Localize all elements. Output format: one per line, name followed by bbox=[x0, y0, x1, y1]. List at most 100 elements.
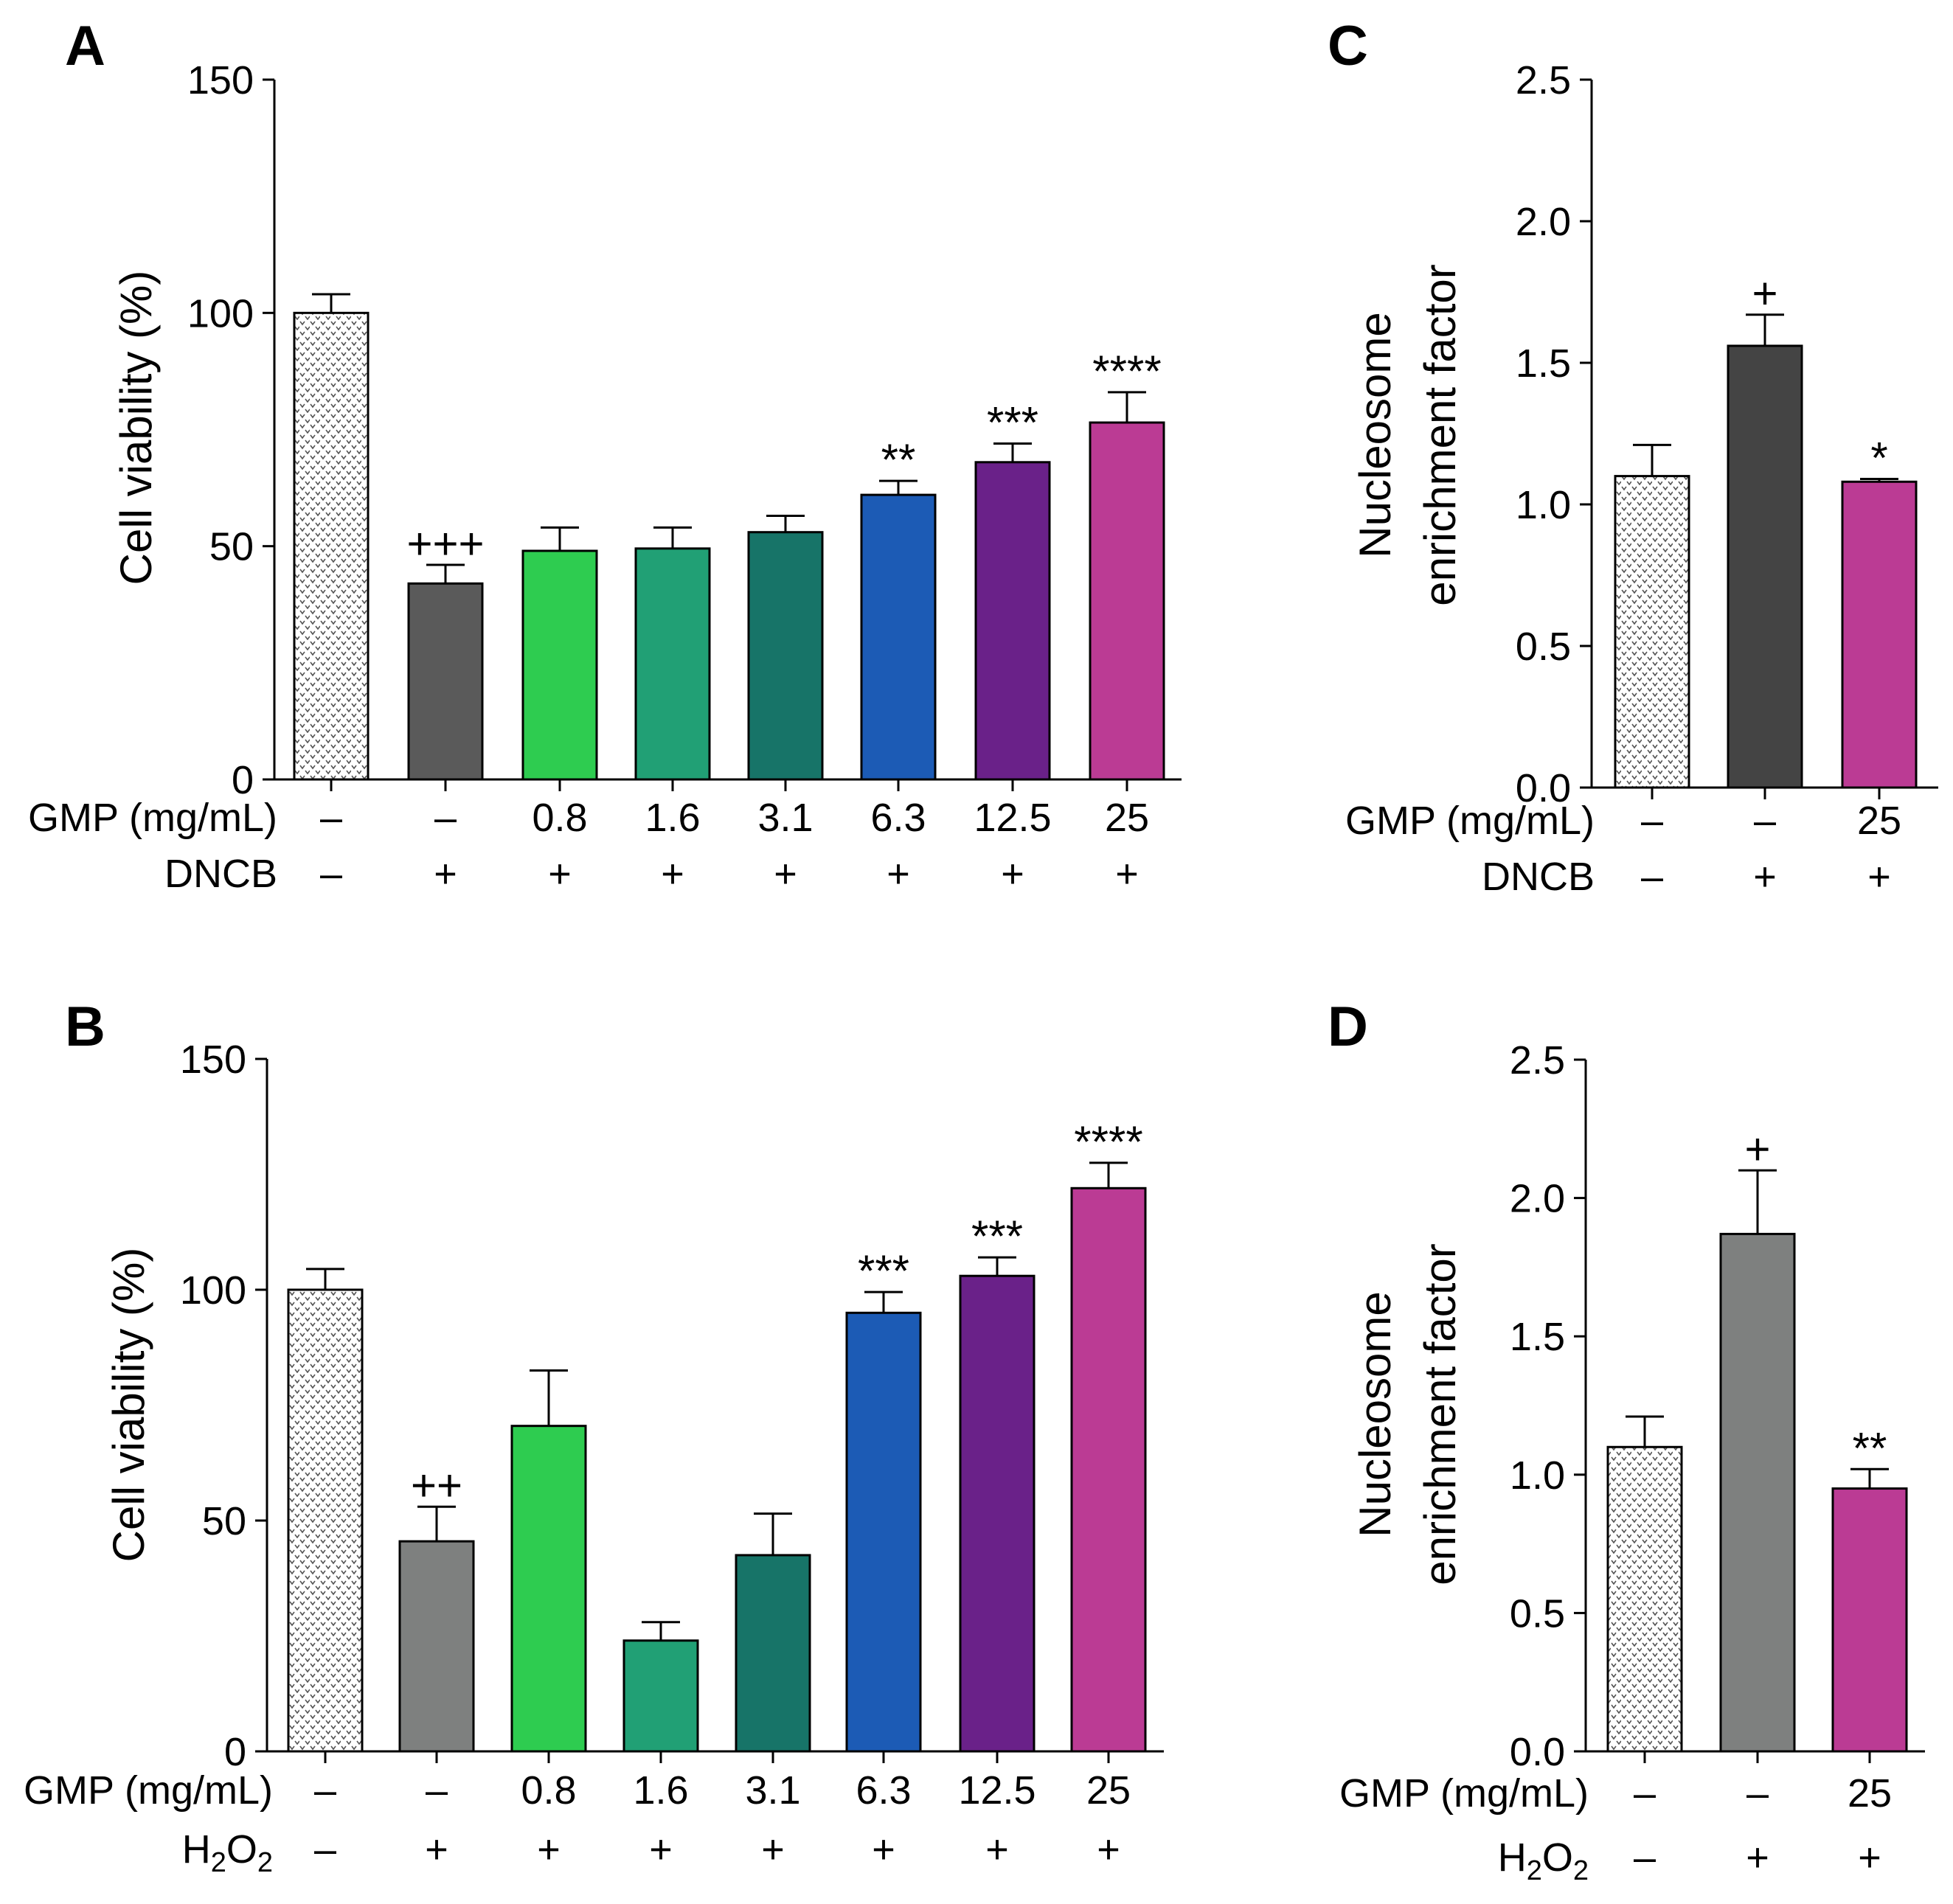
condition-value: + bbox=[1746, 1835, 1769, 1880]
y-tick-label: 1.0 bbox=[1516, 483, 1571, 527]
y-tick-label: 0.0 bbox=[1516, 766, 1571, 810]
condition-label-part: GMP (mg/mL) bbox=[1339, 1771, 1589, 1816]
bar bbox=[510, 1425, 587, 1753]
y-tick-label: 1.5 bbox=[1516, 341, 1571, 386]
y-tick-label: 2.0 bbox=[1510, 1177, 1565, 1221]
bar bbox=[747, 531, 824, 781]
y-tick-label: 0 bbox=[224, 1730, 246, 1774]
bar bbox=[1070, 1186, 1147, 1753]
condition-value: – bbox=[314, 1827, 336, 1872]
bar bbox=[407, 582, 484, 781]
significance-label: *** bbox=[971, 1212, 1023, 1261]
bar bbox=[622, 1639, 699, 1753]
condition-value: 3.1 bbox=[757, 796, 813, 840]
significance-label: + bbox=[1744, 1125, 1770, 1174]
condition-row-label: H2O2 bbox=[182, 1827, 273, 1878]
panel-c-chart: C 0.0 0.5 1.0 1.5 2.0 2.5 Nucleosome enrichment … bbox=[1328, 15, 1938, 899]
bar bbox=[398, 1540, 475, 1753]
condition-value: + bbox=[661, 852, 684, 896]
condition-value: 3.1 bbox=[745, 1768, 800, 1813]
y-axis-title: Cell viability (%) bbox=[104, 1248, 153, 1563]
significance-label: ** bbox=[881, 435, 916, 484]
significance-label: **** bbox=[1074, 1117, 1142, 1167]
y-tick-label: 0.5 bbox=[1516, 625, 1571, 669]
condition-value: – bbox=[1634, 1835, 1656, 1880]
significance-label: +++ bbox=[406, 519, 484, 569]
significance-label: *** bbox=[858, 1246, 909, 1296]
condition-value: 1.6 bbox=[645, 796, 700, 840]
condition-row-label: H2O2 bbox=[1498, 1835, 1589, 1886]
y-tick-label: 1.0 bbox=[1510, 1453, 1565, 1498]
bar bbox=[1719, 1232, 1796, 1753]
y-tick-label: 150 bbox=[187, 58, 254, 103]
condition-value: 12.5 bbox=[958, 1768, 1036, 1813]
significance-label: *** bbox=[987, 397, 1038, 447]
condition-label-part: GMP (mg/mL) bbox=[28, 796, 277, 840]
condition-label-subscript: 2 bbox=[211, 1847, 226, 1878]
bar bbox=[293, 311, 370, 781]
bar bbox=[845, 1311, 922, 1753]
condition-value: + bbox=[761, 1827, 785, 1872]
y-tick-label: 100 bbox=[180, 1268, 246, 1313]
condition-value: 6.3 bbox=[856, 1768, 911, 1813]
bar bbox=[1831, 1487, 1908, 1753]
y-tick-label: 50 bbox=[202, 1499, 246, 1543]
bar bbox=[974, 461, 1051, 781]
bar bbox=[521, 549, 598, 781]
bar bbox=[735, 1554, 811, 1753]
significance-label: ** bbox=[1853, 1423, 1887, 1473]
significance-label: **** bbox=[1092, 347, 1161, 396]
condition-value: + bbox=[1001, 852, 1024, 896]
significance-label: + bbox=[1752, 269, 1777, 319]
y-axis-title-line: enrichment factor bbox=[1415, 1243, 1465, 1585]
condition-value: – bbox=[1641, 799, 1663, 843]
significance-label: ++ bbox=[411, 1461, 462, 1510]
y-tick-label: 2.5 bbox=[1516, 58, 1571, 103]
condition-value: – bbox=[320, 796, 342, 840]
condition-value: 0.8 bbox=[521, 1768, 576, 1813]
condition-row-label: GMP (mg/mL) bbox=[28, 796, 277, 840]
condition-value: + bbox=[425, 1827, 448, 1872]
condition-value: + bbox=[1858, 1835, 1881, 1880]
condition-value: – bbox=[320, 852, 342, 896]
condition-value: + bbox=[985, 1827, 1009, 1872]
bar bbox=[1614, 475, 1690, 789]
y-axis-title: Cell viability (%) bbox=[111, 271, 161, 586]
condition-label-part: H bbox=[182, 1827, 211, 1872]
condition-value: – bbox=[426, 1768, 448, 1813]
y-tick-label: 0.5 bbox=[1510, 1591, 1565, 1636]
condition-value: + bbox=[649, 1827, 673, 1872]
bar bbox=[1727, 344, 1803, 789]
condition-label-part: O bbox=[1542, 1835, 1573, 1880]
condition-label-part: DNCB bbox=[1482, 855, 1595, 899]
condition-label-part: O bbox=[226, 1827, 257, 1872]
condition-value: – bbox=[1634, 1771, 1656, 1816]
condition-value: + bbox=[1097, 1827, 1120, 1872]
condition-value: 25 bbox=[1105, 796, 1149, 840]
bar bbox=[1606, 1445, 1683, 1753]
condition-label-subscript: 2 bbox=[1573, 1855, 1589, 1886]
y-axis-title-line: Nucleosome bbox=[1350, 312, 1400, 558]
condition-row-label: GMP (mg/mL) bbox=[24, 1768, 273, 1813]
condition-label-part: GMP (mg/mL) bbox=[1345, 799, 1595, 843]
condition-value: + bbox=[1115, 852, 1139, 896]
condition-value: 25 bbox=[1086, 1768, 1131, 1813]
condition-value: 12.5 bbox=[974, 796, 1051, 840]
condition-value: + bbox=[548, 852, 572, 896]
condition-value: + bbox=[434, 852, 457, 896]
y-tick-label: 50 bbox=[209, 525, 254, 569]
y-tick-label: 0 bbox=[232, 758, 254, 802]
condition-value: – bbox=[1641, 855, 1663, 899]
condition-value: + bbox=[774, 852, 797, 896]
condition-label-subscript: 2 bbox=[257, 1847, 273, 1878]
panel-letter: D bbox=[1328, 996, 1368, 1058]
y-tick-label: 100 bbox=[187, 291, 254, 336]
condition-row-label: GMP (mg/mL) bbox=[1345, 799, 1595, 843]
condition-row-label: DNCB bbox=[1482, 855, 1595, 899]
condition-value: + bbox=[537, 1827, 561, 1872]
condition-value: 1.6 bbox=[633, 1768, 688, 1813]
condition-value: + bbox=[887, 852, 910, 896]
